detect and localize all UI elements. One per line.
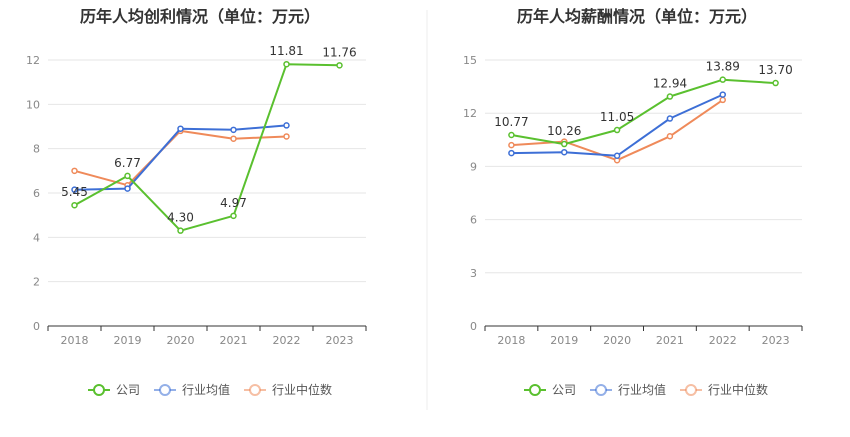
y-tick-label: 9 bbox=[470, 160, 477, 173]
data-point-company bbox=[283, 60, 290, 68]
data-point-company bbox=[772, 79, 779, 87]
data-point-industry-avg bbox=[71, 186, 78, 193]
series-line-industry-avg bbox=[511, 93, 724, 157]
data-label: 4.97 bbox=[220, 196, 247, 210]
legend-marker-industry-avg bbox=[595, 384, 607, 396]
legend-marker-company bbox=[529, 384, 541, 396]
x-tick-label: 2022 bbox=[273, 334, 301, 347]
legend-label-industry-median: 行业中位数 bbox=[272, 382, 332, 397]
x-tick-label: 2019 bbox=[114, 334, 142, 347]
legend-label-company: 公司 bbox=[116, 383, 140, 397]
data-point-company bbox=[336, 62, 343, 69]
data-point-industry-avg bbox=[230, 126, 237, 134]
y-tick-label: 2 bbox=[33, 276, 40, 289]
chart-title: 历年人均创利情况（单位：万元） bbox=[80, 7, 320, 26]
legend-marker-industry-avg bbox=[159, 384, 171, 396]
data-point-company bbox=[561, 140, 568, 148]
data-point-industry-avg bbox=[124, 185, 131, 192]
y-tick-label: 12 bbox=[26, 54, 40, 67]
x-tick-label: 2019 bbox=[550, 334, 578, 347]
data-point-industry-median bbox=[508, 141, 515, 149]
data-label: 10.26 bbox=[547, 124, 581, 138]
x-tick-label: 2021 bbox=[220, 334, 248, 347]
data-label: 12.94 bbox=[653, 77, 687, 91]
y-tick-label: 0 bbox=[470, 320, 477, 333]
data-label: 10.77 bbox=[494, 115, 528, 129]
x-tick-label: 2023 bbox=[762, 334, 790, 347]
data-label: 11.05 bbox=[600, 110, 634, 124]
y-tick-label: 4 bbox=[33, 231, 40, 244]
series-line-company bbox=[511, 78, 776, 146]
x-tick-label: 2018 bbox=[61, 334, 89, 347]
data-point-industry-avg bbox=[666, 115, 674, 122]
data-point-company bbox=[124, 172, 131, 180]
data-label: 13.89 bbox=[706, 60, 740, 74]
series-line-company bbox=[74, 63, 340, 232]
legend-label-company: 公司 bbox=[552, 383, 576, 397]
x-tick-label: 2021 bbox=[656, 334, 684, 347]
data-point-industry-median bbox=[230, 135, 237, 142]
x-tick-label: 2020 bbox=[603, 334, 631, 347]
data-point-company bbox=[230, 212, 237, 220]
data-label: 11.76 bbox=[322, 45, 356, 59]
chart-title: 历年人均薪酬情况（单位：万元） bbox=[517, 7, 757, 26]
y-tick-label: 6 bbox=[33, 187, 40, 200]
x-tick-label: 2022 bbox=[709, 334, 737, 347]
data-point-industry-avg bbox=[177, 125, 184, 132]
data-point-company bbox=[71, 201, 78, 209]
x-tick-label: 2020 bbox=[167, 334, 195, 347]
data-point-industry-median bbox=[719, 96, 726, 104]
y-tick-label: 6 bbox=[470, 214, 477, 227]
data-point-industry-avg bbox=[719, 91, 726, 98]
data-point-industry-avg bbox=[283, 122, 290, 129]
legend-label-industry-avg: 行业均值 bbox=[182, 382, 230, 397]
legend-label-industry-median: 行业中位数 bbox=[708, 382, 768, 397]
data-label: 4.30 bbox=[167, 211, 194, 225]
data-point-company bbox=[508, 131, 515, 139]
data-point-industry-avg bbox=[561, 148, 568, 156]
data-point-company bbox=[613, 126, 621, 134]
legend-label-industry-avg: 行业均值 bbox=[618, 382, 666, 397]
y-tick-label: 12 bbox=[463, 107, 477, 120]
legend-marker-industry-median bbox=[249, 384, 261, 396]
y-tick-label: 3 bbox=[470, 267, 477, 280]
legend-marker-industry-median bbox=[685, 384, 697, 396]
y-tick-label: 8 bbox=[33, 143, 40, 156]
data-point-industry-median bbox=[71, 167, 78, 175]
y-tick-label: 10 bbox=[26, 98, 40, 111]
legend-marker-company bbox=[93, 384, 105, 396]
x-tick-label: 2023 bbox=[326, 334, 354, 347]
data-label: 5.45 bbox=[61, 185, 88, 199]
data-point-industry-median bbox=[283, 133, 290, 140]
data-label: 6.77 bbox=[114, 156, 141, 170]
data-point-company bbox=[666, 93, 674, 100]
data-label: 13.70 bbox=[758, 63, 792, 77]
data-point-company bbox=[177, 227, 184, 234]
data-point-industry-avg bbox=[613, 152, 621, 160]
x-tick-label: 2018 bbox=[497, 334, 525, 347]
data-point-industry-median bbox=[666, 133, 674, 140]
data-point-industry-avg bbox=[508, 149, 515, 157]
y-tick-label: 0 bbox=[33, 320, 40, 333]
data-point-company bbox=[719, 76, 726, 83]
y-tick-label: 15 bbox=[463, 54, 477, 67]
data-label: 11.81 bbox=[269, 44, 303, 58]
